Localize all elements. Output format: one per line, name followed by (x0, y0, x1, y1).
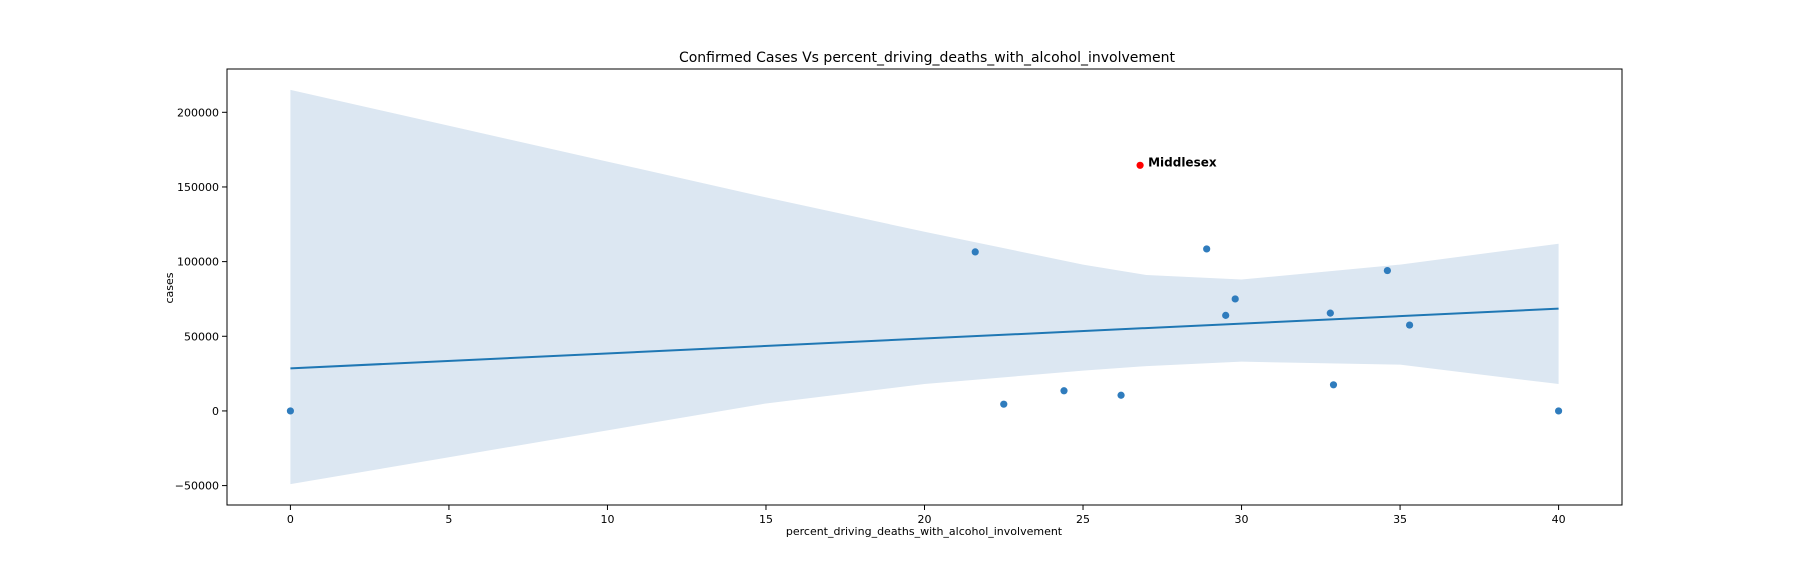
scatter-points-layer (286, 245, 1563, 415)
x-axis-label: percent_driving_deaths_with_alcohol_invo… (786, 525, 1063, 538)
confidence-band (290, 89, 1559, 485)
y-tick-label: 200000 (177, 106, 219, 119)
x-tick-label: 30 (1235, 513, 1249, 526)
x-tick-label: 40 (1552, 513, 1566, 526)
x-tick-label: 10 (600, 513, 614, 526)
annotation-layer: Middlesex (1136, 155, 1217, 169)
y-tick-label: 0 (212, 405, 219, 418)
data-point (1000, 400, 1008, 408)
highlight-point (1136, 161, 1144, 169)
data-point (1117, 391, 1125, 399)
x-tick-label: 35 (1393, 513, 1407, 526)
highlight-label: Middlesex (1148, 155, 1217, 169)
y-tick-label: −50000 (175, 480, 219, 493)
x-tick-label: 15 (759, 513, 773, 526)
data-point (286, 407, 295, 415)
data-point (1060, 387, 1068, 395)
data-point (971, 248, 979, 256)
y-axis-label: cases (163, 272, 176, 303)
x-tick-label: 0 (287, 513, 294, 526)
y-tick-label: 100000 (177, 256, 219, 269)
confidence-band-layer (290, 89, 1559, 485)
data-point (1383, 266, 1391, 275)
data-point (1203, 245, 1211, 253)
x-tick-label: 5 (445, 513, 452, 526)
y-tick-label: 150000 (177, 181, 219, 194)
x-tick-label: 20 (918, 513, 932, 526)
y-tick-label: 50000 (184, 330, 219, 343)
chart-title: Confirmed Cases Vs percent_driving_death… (679, 50, 1176, 66)
y-axis: −50000 0 50000 100000 150000 200000 (175, 106, 227, 493)
data-point (1329, 381, 1338, 389)
x-axis: 0 5 10 15 20 25 30 35 40 (287, 505, 1566, 526)
regression-line-layer (290, 307, 1559, 370)
data-point (1326, 309, 1334, 317)
data-point (1405, 321, 1414, 329)
data-point (1222, 311, 1230, 319)
data-point (1554, 407, 1563, 415)
x-tick-label: 25 (1076, 513, 1090, 526)
data-point (1231, 295, 1239, 303)
regression-line (290, 307, 1559, 370)
